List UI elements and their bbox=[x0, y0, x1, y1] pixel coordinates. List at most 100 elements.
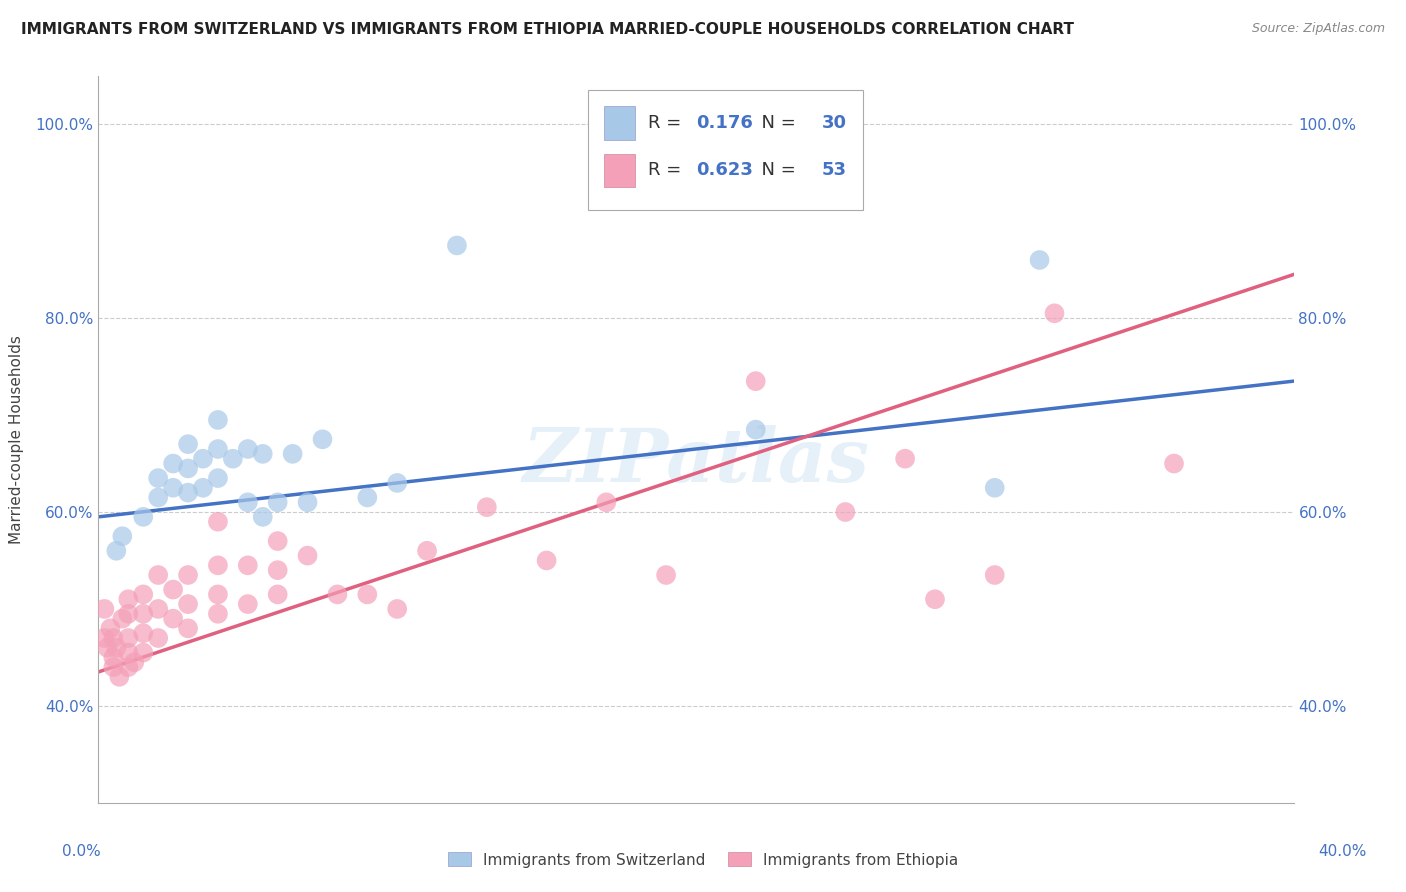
Point bbox=[222, 451, 245, 466]
Point bbox=[111, 529, 134, 543]
Point bbox=[356, 587, 378, 601]
Point bbox=[1163, 457, 1185, 471]
Point bbox=[117, 607, 139, 621]
Point bbox=[105, 640, 128, 655]
Point bbox=[98, 621, 122, 635]
Point bbox=[103, 631, 125, 645]
Point bbox=[984, 481, 1007, 495]
Point bbox=[446, 238, 468, 252]
Text: R =: R = bbox=[648, 161, 688, 179]
Point bbox=[132, 646, 155, 660]
Text: ZIPatlas: ZIPatlas bbox=[523, 425, 869, 498]
Point bbox=[103, 650, 125, 665]
Point bbox=[475, 500, 498, 515]
Text: Source: ZipAtlas.com: Source: ZipAtlas.com bbox=[1251, 22, 1385, 36]
Point bbox=[207, 587, 229, 601]
Point bbox=[177, 461, 200, 475]
Point bbox=[236, 442, 259, 456]
Point bbox=[162, 612, 184, 626]
Point bbox=[148, 471, 170, 485]
Point bbox=[191, 481, 214, 495]
Point bbox=[297, 495, 319, 509]
FancyBboxPatch shape bbox=[589, 90, 863, 211]
Point bbox=[207, 515, 229, 529]
Text: N =: N = bbox=[749, 114, 801, 132]
Point bbox=[162, 457, 184, 471]
Point bbox=[267, 587, 290, 601]
Point bbox=[148, 631, 170, 645]
Point bbox=[745, 423, 768, 437]
FancyBboxPatch shape bbox=[605, 153, 636, 187]
Point bbox=[207, 413, 229, 427]
Text: IMMIGRANTS FROM SWITZERLAND VS IMMIGRANTS FROM ETHIOPIA MARRIED-COUPLE HOUSEHOLD: IMMIGRANTS FROM SWITZERLAND VS IMMIGRANT… bbox=[21, 22, 1074, 37]
Point bbox=[93, 602, 115, 616]
Point bbox=[236, 558, 259, 573]
Text: 0.0%: 0.0% bbox=[62, 845, 101, 859]
Point bbox=[207, 558, 229, 573]
Point bbox=[655, 568, 678, 582]
Point bbox=[124, 655, 146, 669]
Point bbox=[191, 451, 214, 466]
Point bbox=[267, 534, 290, 549]
Point bbox=[385, 602, 409, 616]
Text: 30: 30 bbox=[821, 114, 846, 132]
Point bbox=[132, 587, 155, 601]
Point bbox=[132, 607, 155, 621]
Point bbox=[162, 481, 184, 495]
Point bbox=[162, 582, 184, 597]
Point bbox=[297, 549, 319, 563]
Y-axis label: Married-couple Households: Married-couple Households bbox=[10, 334, 24, 544]
Point bbox=[1043, 306, 1066, 320]
Point bbox=[96, 640, 118, 655]
Point bbox=[117, 660, 139, 674]
Text: 0.176: 0.176 bbox=[696, 114, 752, 132]
Text: 53: 53 bbox=[821, 161, 846, 179]
Point bbox=[385, 475, 409, 490]
Point bbox=[745, 374, 768, 388]
Point bbox=[267, 495, 290, 509]
Point bbox=[132, 509, 155, 524]
Point bbox=[132, 626, 155, 640]
Point bbox=[356, 491, 378, 505]
Point bbox=[281, 447, 304, 461]
Point bbox=[416, 543, 439, 558]
Point bbox=[105, 543, 128, 558]
Point bbox=[236, 495, 259, 509]
Point bbox=[207, 471, 229, 485]
Legend: Immigrants from Switzerland, Immigrants from Ethiopia: Immigrants from Switzerland, Immigrants … bbox=[441, 847, 965, 873]
Point bbox=[177, 621, 200, 635]
Point bbox=[267, 563, 290, 577]
Point bbox=[252, 509, 274, 524]
Text: 0.623: 0.623 bbox=[696, 161, 752, 179]
Point bbox=[148, 491, 170, 505]
Point bbox=[148, 602, 170, 616]
Point bbox=[103, 660, 125, 674]
Point bbox=[177, 485, 200, 500]
Point bbox=[93, 631, 115, 645]
Point bbox=[326, 587, 349, 601]
Point bbox=[536, 553, 558, 567]
Point bbox=[236, 597, 259, 611]
Point bbox=[207, 442, 229, 456]
Text: 40.0%: 40.0% bbox=[1319, 845, 1367, 859]
Point bbox=[595, 495, 617, 509]
Point bbox=[117, 631, 139, 645]
Point bbox=[148, 568, 170, 582]
Point bbox=[117, 646, 139, 660]
FancyBboxPatch shape bbox=[605, 106, 636, 140]
Point bbox=[117, 592, 139, 607]
Point bbox=[111, 612, 134, 626]
Point bbox=[1028, 252, 1050, 267]
Point bbox=[177, 568, 200, 582]
Point bbox=[984, 568, 1007, 582]
Text: R =: R = bbox=[648, 114, 688, 132]
Point bbox=[207, 607, 229, 621]
Point bbox=[252, 447, 274, 461]
Point bbox=[924, 592, 946, 607]
Point bbox=[108, 670, 131, 684]
Text: N =: N = bbox=[749, 161, 801, 179]
Point bbox=[311, 432, 333, 446]
Point bbox=[177, 437, 200, 451]
Point bbox=[834, 505, 856, 519]
Point bbox=[177, 597, 200, 611]
